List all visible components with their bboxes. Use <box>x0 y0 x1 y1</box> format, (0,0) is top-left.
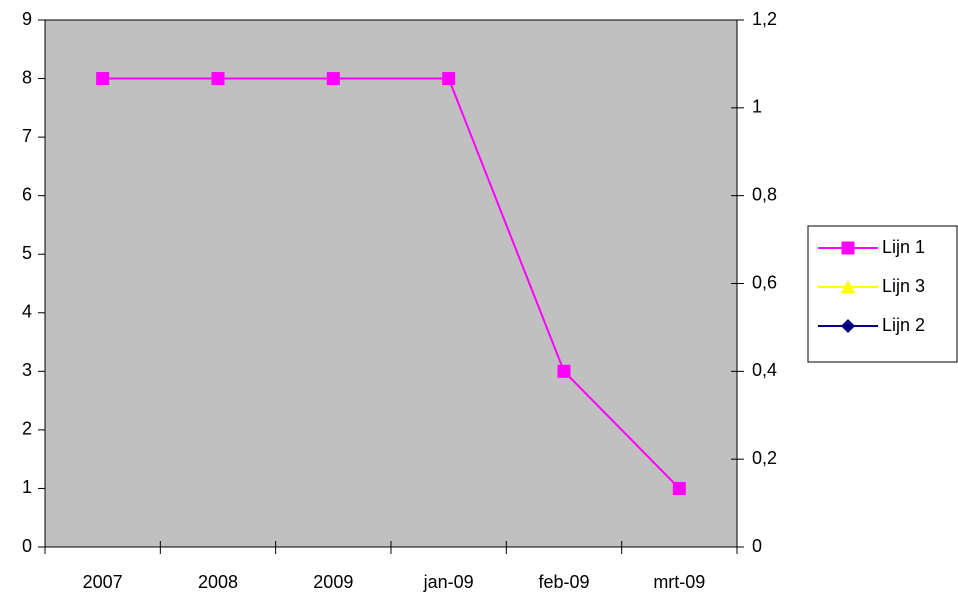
y-tick-label: 2 <box>22 419 32 439</box>
y2-tick-label: 0,6 <box>752 272 777 292</box>
marker <box>96 72 110 86</box>
y-tick-label: 0 <box>22 536 32 556</box>
legend-marker <box>841 319 855 333</box>
x-tick-label: feb-09 <box>538 572 589 592</box>
y2-tick-label: 0,8 <box>752 184 777 204</box>
y-tick-label: 7 <box>22 126 32 146</box>
x-tick-label: mrt-09 <box>653 572 705 592</box>
legend-label: Lijn 1 <box>882 237 925 257</box>
y2-tick-label: 1,2 <box>752 9 777 29</box>
legend-label: Lijn 3 <box>882 276 925 296</box>
y2-tick-label: 0 <box>752 536 762 556</box>
marker <box>672 481 686 495</box>
marker <box>442 72 456 86</box>
y-tick-label: 9 <box>22 9 32 29</box>
y-tick-label: 4 <box>22 302 32 322</box>
y-tick-label: 8 <box>22 67 32 87</box>
legend-label: Lijn 2 <box>882 315 925 335</box>
x-tick-label: jan-09 <box>423 572 474 592</box>
y-tick-label: 6 <box>22 184 32 204</box>
series-line <box>102 77 681 490</box>
plot-area <box>44 19 738 548</box>
legend-marker <box>841 241 855 255</box>
y2-tick-label: 1 <box>752 97 762 117</box>
y2-tick-label: 0,4 <box>752 360 777 380</box>
marker <box>557 364 571 378</box>
x-tick-label: 2007 <box>83 572 123 592</box>
x-tick-label: 2008 <box>198 572 238 592</box>
legend-marker <box>841 280 855 293</box>
marker <box>326 72 340 86</box>
y2-tick-label: 0,2 <box>752 448 777 468</box>
marker <box>211 72 225 86</box>
x-tick-label: 2009 <box>313 572 353 592</box>
y-tick-label: 5 <box>22 243 32 263</box>
y-tick-label: 1 <box>22 477 32 497</box>
y-tick-label: 3 <box>22 360 32 380</box>
